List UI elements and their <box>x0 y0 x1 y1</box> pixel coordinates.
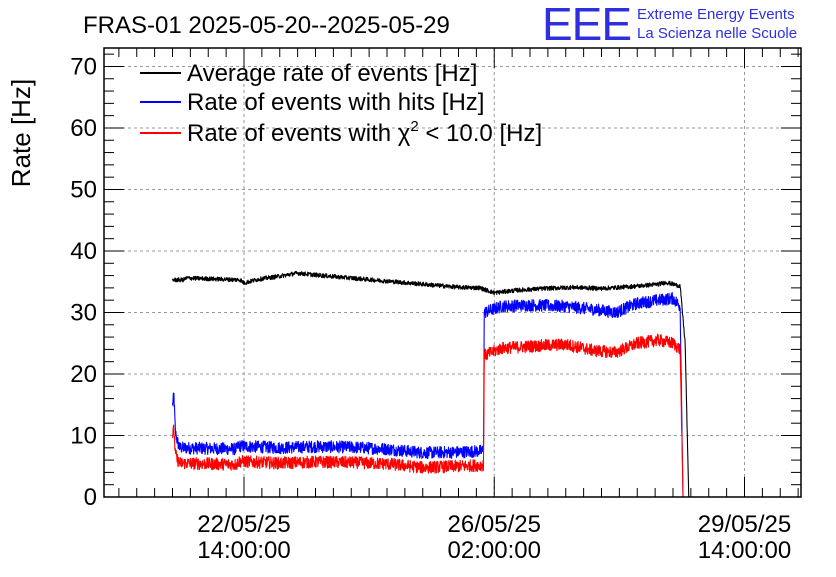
brand-line-2: La Scienza nelle Scuole <box>637 25 797 42</box>
series-line-hits <box>171 291 702 498</box>
x-tick-label-date: 22/05/25 <box>197 511 290 538</box>
y-tick-label: 40 <box>70 238 97 265</box>
x-tick-label-date: 29/05/25 <box>698 511 791 538</box>
legend: Average rate of events [Hz]Rate of event… <box>140 60 542 147</box>
x-tick-label-time: 14:00:00 <box>698 537 791 564</box>
plot-frame <box>103 47 802 498</box>
y-tick-labels: 0 10 20 30 40 50 60 70 <box>70 53 97 511</box>
series-lines <box>171 270 702 498</box>
y-tick-label: 60 <box>70 115 97 142</box>
chart-title: FRAS-01 2025-05-20--2025-05-29 <box>83 12 450 39</box>
legend-label-average: Average rate of events [Hz] <box>187 60 477 87</box>
y-axis-label: Rate [Hz] <box>6 79 36 187</box>
eee-logo: EEE <box>542 0 631 50</box>
series-line-average <box>171 270 702 498</box>
series-line-chi2 <box>171 333 702 498</box>
legend-label-hits: Rate of events with hits [Hz] <box>187 89 484 116</box>
y-tick-label: 0 <box>84 484 97 511</box>
x-tick-label-time: 14:00:00 <box>197 537 290 564</box>
y-tick-label: 30 <box>70 299 97 326</box>
legend-label-chi2: Rate of events with χ2 < 10.0 [Hz] <box>187 118 542 147</box>
x-tick-label-date: 26/05/25 <box>448 511 541 538</box>
y-tick-label: 70 <box>70 53 97 80</box>
y-tick-label: 50 <box>70 176 97 203</box>
grid-lines <box>104 48 801 497</box>
x-tick-label-time: 02:00:00 <box>448 537 541 564</box>
x-tick-labels: 22/05/2514:00:0026/05/2502:00:0029/05/25… <box>197 511 791 564</box>
brand-line-1: Extreme Energy Events <box>637 6 795 23</box>
y-tick-label: 20 <box>70 361 97 388</box>
y-tick-label: 10 <box>70 422 97 449</box>
axis-ticks <box>104 48 801 498</box>
